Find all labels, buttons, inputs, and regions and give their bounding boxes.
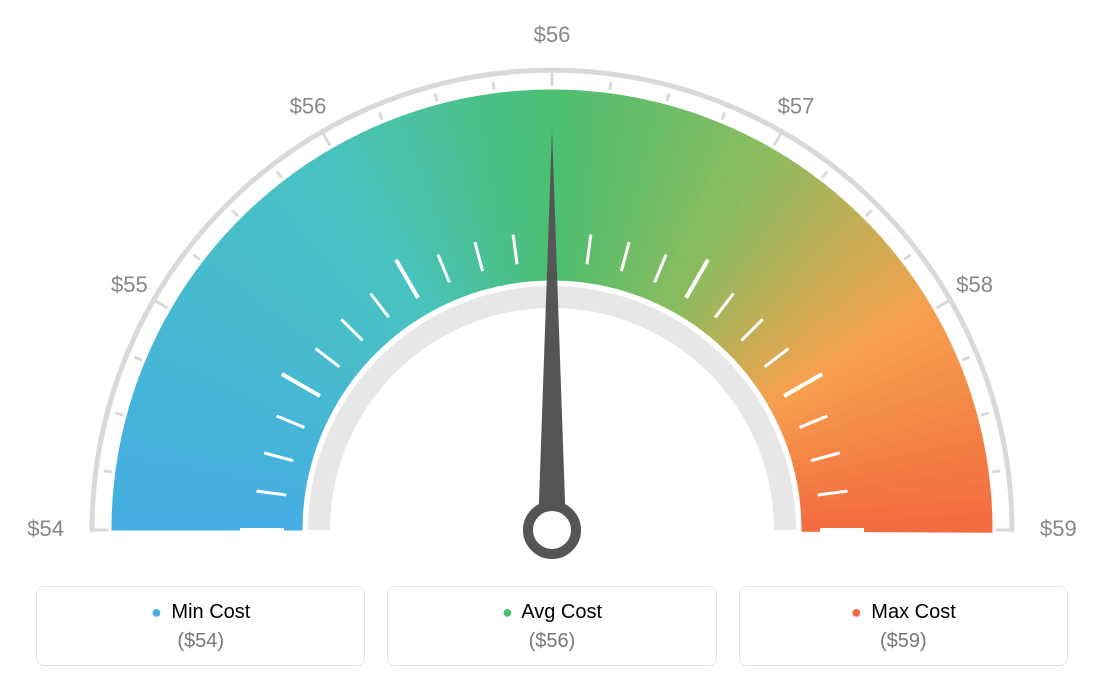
svg-text:$56: $56 [290,93,327,118]
svg-text:$57: $57 [778,93,815,118]
legend-max-dot: ● [851,602,862,622]
legend-card-max: ● Max Cost ($59) [739,586,1068,666]
svg-text:$59: $59 [1040,516,1077,541]
legend-max-title: ● Max Cost [750,601,1057,624]
legend-min-value: ($54) [47,630,354,653]
legend-avg-label: Avg Cost [521,601,602,623]
legend-row: ● Min Cost ($54) ● Avg Cost ($56) ● Max … [36,586,1068,666]
legend-avg-title: ● Avg Cost [398,601,705,624]
legend-card-avg: ● Avg Cost ($56) [387,586,716,666]
svg-text:$54: $54 [27,516,64,541]
legend-max-value: ($59) [750,630,1057,653]
svg-text:$56: $56 [534,22,571,47]
legend-min-title: ● Min Cost [47,601,354,624]
svg-text:$55: $55 [111,272,148,297]
legend-min-label: Min Cost [171,601,250,623]
legend-min-dot: ● [151,602,162,622]
gauge-chart: $54 $55 $56 $56 $57 $58 $59 [0,0,1104,560]
legend-max-label: Max Cost [871,601,955,623]
gauge-svg: $54 $55 $56 $56 $57 $58 $59 [0,0,1104,560]
legend-avg-dot: ● [502,602,513,622]
legend-card-min: ● Min Cost ($54) [36,586,365,666]
svg-text:$58: $58 [956,272,993,297]
legend-avg-value: ($56) [398,630,705,653]
